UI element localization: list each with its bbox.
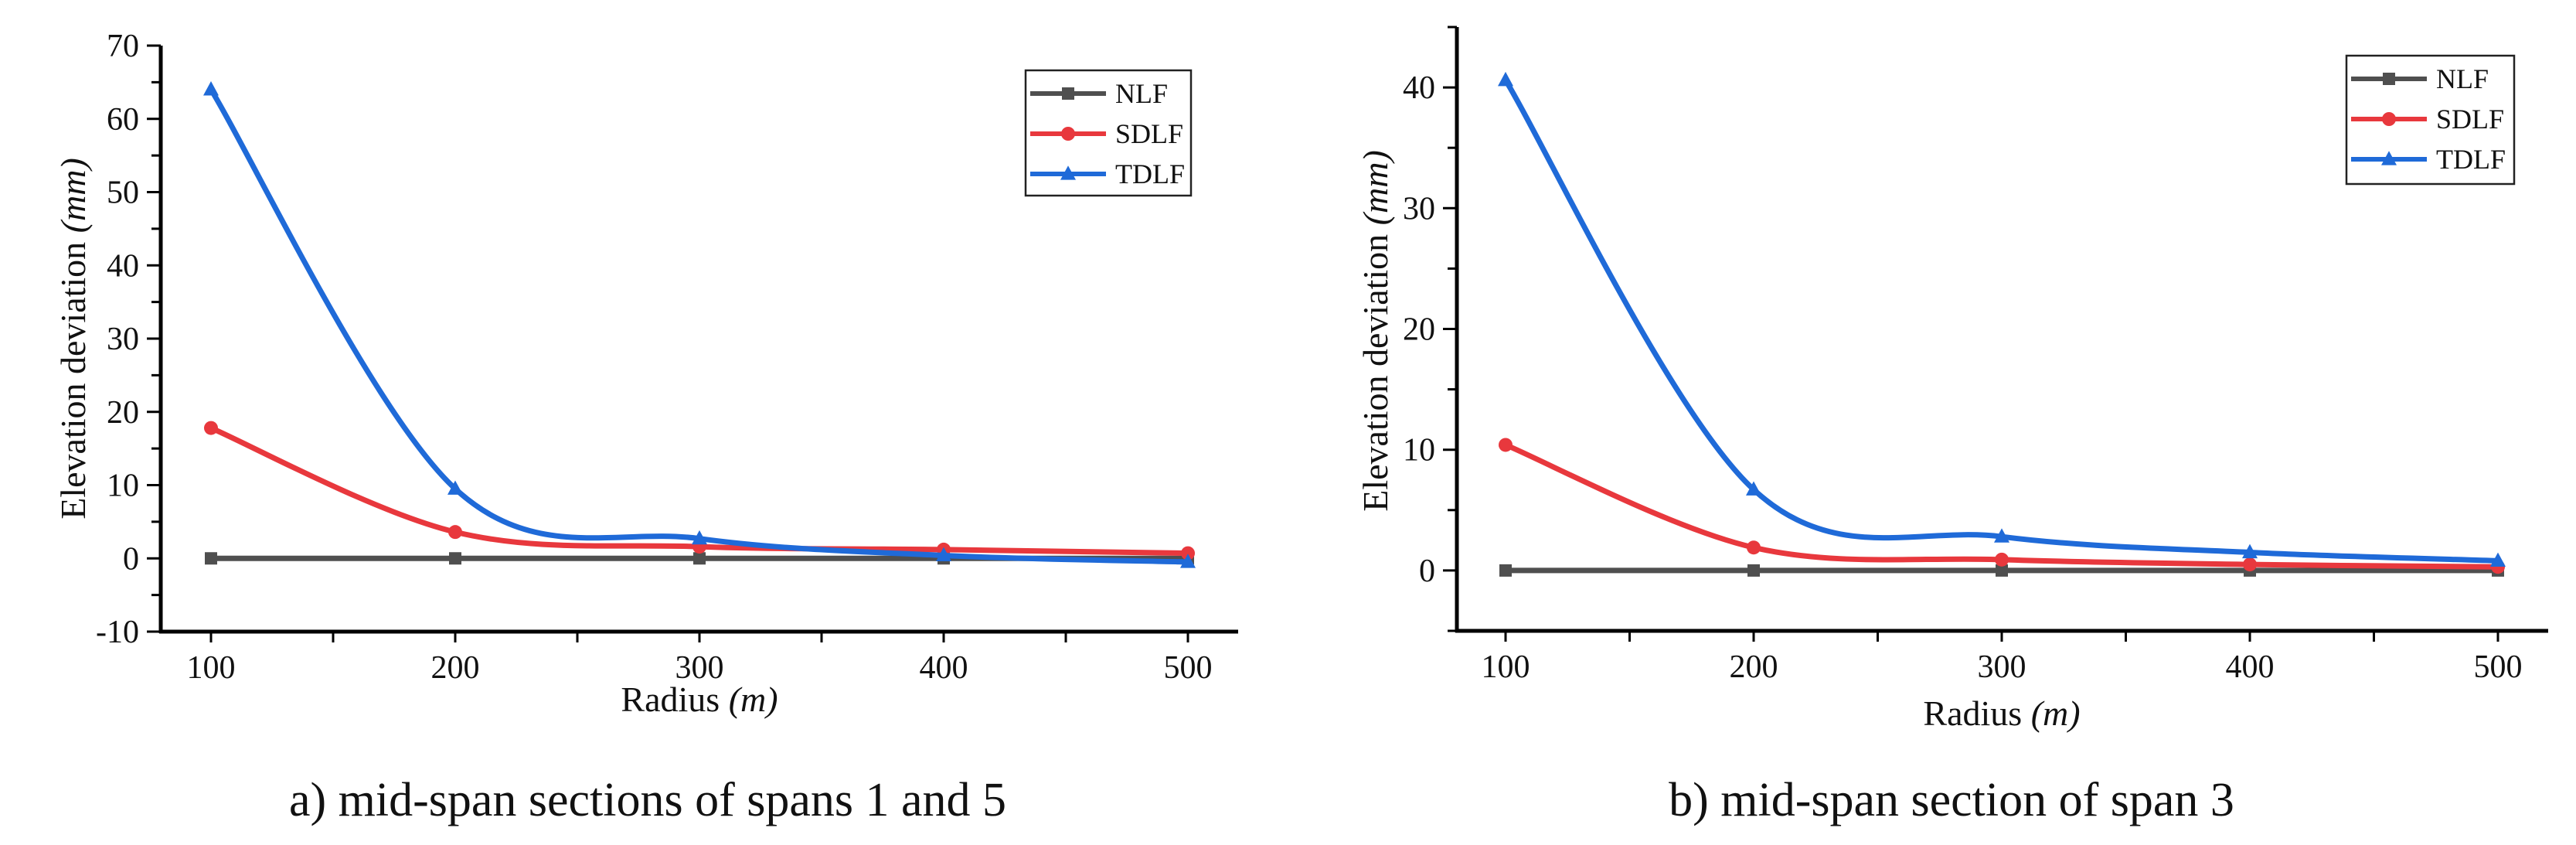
- chart-a-x-tick-label: 100: [187, 650, 236, 686]
- chart-a-legend-marker-sdlf: [1061, 127, 1075, 141]
- chart-a-point-tdlf: [203, 81, 219, 96]
- chart-b-point-tdlf: [1994, 528, 2009, 543]
- chart-a-x-tick-label: 200: [431, 650, 480, 686]
- chart-a-y-tick-label: -10: [96, 615, 139, 650]
- chart-a-y-tick-label: 50: [107, 175, 139, 211]
- chart-a-x-tick-label: 500: [1164, 650, 1213, 686]
- chart-a-point-nlf: [205, 552, 217, 565]
- chart-a: -10 0 10 20 30 40 50 60 70 100 200 300 400 500 NLF SDL…: [53, 29, 1238, 826]
- chart-b-series: [1498, 71, 2506, 577]
- chart-b-series-sdlf: [1499, 438, 2505, 574]
- chart-b-legend-label: SDLF: [2436, 104, 2504, 135]
- chart-b-point-nlf: [1499, 564, 1512, 577]
- chart-a-point-sdlf: [448, 525, 462, 540]
- chart-a-point-tdlf: [1180, 554, 1196, 568]
- chart-b-y-tick-label: 0: [1419, 554, 1435, 589]
- chart-a-y-tick-label: 40: [107, 248, 139, 284]
- chart-a-y-tick-label: 10: [107, 468, 139, 504]
- chart-a-line-tdlf: [208, 87, 1191, 565]
- chart-b-line-tdlf: [1502, 77, 2501, 564]
- chart-b-point-sdlf: [2243, 557, 2257, 572]
- chart-b-x-title: Radius (m): [1923, 693, 2080, 733]
- chart-a-x-tick-label: 400: [920, 650, 968, 686]
- chart-b-y-tick-label: 40: [1403, 70, 1435, 106]
- chart-b-x-tick-label: 300: [1978, 649, 2026, 685]
- chart-b-point-sdlf: [1747, 540, 1761, 555]
- chart-a-axes: -10 0 10 20 30 40 50 60 70 100 200 300 400 500: [96, 29, 1238, 686]
- chart-b-legend-marker-nlf: [2383, 73, 2395, 85]
- chart-a-y-tick-label: 60: [107, 102, 139, 138]
- chart-a-legend-marker-nlf: [1062, 87, 1074, 100]
- chart-b-axes: 0 10 20 30 40 100 200 300 400 500: [1403, 26, 2548, 685]
- chart-a-y-tick-label: 20: [107, 395, 139, 431]
- chart-b-point-tdlf: [2490, 552, 2506, 567]
- chart-b-point-sdlf: [1995, 552, 2009, 567]
- chart-a-legend-item-sdlf: SDLF: [1030, 118, 1183, 149]
- chart-b-x-tick-label: 200: [1730, 649, 1778, 685]
- chart-b-point-nlf: [1996, 564, 2008, 577]
- chart-b-line-sdlf: [1502, 441, 2501, 570]
- chart-b-legend-marker-tdlf: [2381, 151, 2397, 165]
- chart-a-legend-item-nlf: NLF: [1030, 78, 1168, 109]
- chart-a-legend-marker-tdlf: [1060, 165, 1076, 180]
- chart-b-caption: b) mid-span section of span 3: [1669, 774, 2234, 826]
- chart-a-legend-item-tdlf: TDLF: [1030, 158, 1185, 189]
- chart-a-point-nlf: [449, 552, 461, 565]
- chart-a-legend-label: TDLF: [1115, 158, 1185, 189]
- chart-a-y-tick-label: 0: [123, 541, 139, 577]
- chart-b-point-sdlf: [1499, 438, 1513, 452]
- chart-b: 0 10 20 30 40 100 200 300 400 500 NLF SDLF TDLF Rad…: [1356, 26, 2548, 826]
- chart-b-legend-item-sdlf: SDLF: [2351, 104, 2504, 135]
- chart-a-y-tick-label: 30: [107, 322, 139, 357]
- chart-b-legend: NLF SDLF TDLF: [2345, 54, 2516, 186]
- chart-b-y-tick-label: 20: [1403, 312, 1435, 348]
- chart-a-x-title: Radius (m): [621, 680, 778, 719]
- chart-b-point-tdlf: [1746, 481, 1761, 496]
- chart-a-point-tdlf: [936, 547, 951, 562]
- chart-a-point-nlf: [693, 552, 706, 565]
- chart-b-x-tick-label: 500: [2474, 649, 2523, 685]
- chart-b-y-tick-label: 30: [1403, 191, 1435, 227]
- chart-a-caption: a) mid-span sections of spans 1 and 5: [289, 774, 1006, 826]
- chart-a-legend: NLF SDLF TDLF: [1024, 69, 1193, 197]
- chart-a-point-tdlf: [692, 530, 707, 545]
- chart-a-x-tick-label: 300: [675, 650, 724, 686]
- chart-a-legend-label: NLF: [1115, 78, 1168, 109]
- chart-b-point-tdlf: [2242, 543, 2258, 559]
- chart-b-legend-label: TDLF: [2436, 144, 2506, 175]
- chart-b-point-tdlf: [1498, 71, 1513, 87]
- chart-b-point-nlf: [1747, 564, 1760, 577]
- chart-b-legend-label: NLF: [2436, 63, 2489, 94]
- chart-b-series-tdlf: [1498, 71, 2506, 567]
- chart-b-y-title: Elevation deviation (mm): [1356, 150, 1395, 512]
- chart-b-x-tick-label: 400: [2226, 649, 2275, 685]
- chart-b-legend-marker-sdlf: [2382, 112, 2396, 126]
- chart-a-point-sdlf: [204, 421, 218, 435]
- chart-b-x-tick-label: 100: [1482, 649, 1530, 685]
- chart-b-legend-item-nlf: NLF: [2351, 63, 2489, 94]
- chart-a-point-sdlf: [1181, 546, 1195, 560]
- chart-a-point-tdlf: [447, 480, 463, 495]
- chart-b-y-tick-label: 10: [1403, 433, 1435, 468]
- chart-a-series-tdlf: [203, 81, 1196, 568]
- chart-a-legend-label: SDLF: [1115, 118, 1183, 149]
- chart-b-legend-item-tdlf: TDLF: [2351, 144, 2506, 175]
- chart-a-y-tick-label: 70: [107, 29, 139, 64]
- chart-a-y-title: Elevation deviation (mm): [53, 158, 93, 520]
- chart-a-series: [203, 81, 1196, 568]
